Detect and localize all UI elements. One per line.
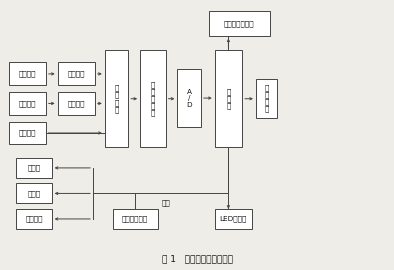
Text: 加热管: 加热管 — [28, 165, 41, 171]
FancyBboxPatch shape — [58, 62, 95, 85]
Text: 预设值存储器: 预设值存储器 — [122, 216, 148, 222]
Text: 前
置
放
大: 前 置 放 大 — [114, 85, 119, 113]
Text: 组合光源: 组合光源 — [25, 216, 43, 222]
FancyBboxPatch shape — [209, 11, 269, 36]
Text: 图 1   测控电路的组成原理: 图 1 测控电路的组成原理 — [162, 254, 232, 263]
FancyBboxPatch shape — [140, 50, 165, 147]
Text: 保护及报警电路: 保护及报警电路 — [224, 20, 255, 27]
Text: 硅光电池: 硅光电池 — [19, 130, 36, 136]
FancyBboxPatch shape — [113, 209, 158, 229]
FancyBboxPatch shape — [256, 79, 277, 117]
FancyBboxPatch shape — [9, 62, 46, 85]
FancyBboxPatch shape — [105, 50, 128, 147]
FancyBboxPatch shape — [58, 92, 95, 115]
FancyBboxPatch shape — [215, 50, 242, 147]
Text: 键
盘
控
制: 键 盘 控 制 — [264, 84, 269, 112]
Text: 对数补偿: 对数补偿 — [67, 70, 85, 77]
Text: 对数补偿: 对数补偿 — [67, 100, 85, 107]
Text: 灵
敏
度
调
节: 灵 敏 度 调 节 — [151, 81, 155, 116]
Text: LED显示器: LED显示器 — [219, 216, 247, 222]
Text: 单
片
机: 单 片 机 — [226, 88, 230, 109]
Text: 加湿管: 加湿管 — [28, 190, 41, 197]
Text: 热敏电阻: 热敏电阻 — [19, 70, 36, 77]
FancyBboxPatch shape — [17, 183, 52, 204]
FancyBboxPatch shape — [9, 92, 46, 115]
FancyBboxPatch shape — [177, 69, 201, 127]
FancyBboxPatch shape — [9, 122, 46, 144]
FancyBboxPatch shape — [17, 209, 52, 229]
Text: 比较: 比较 — [161, 199, 170, 206]
FancyBboxPatch shape — [215, 209, 252, 229]
Text: A
/
D: A / D — [186, 89, 192, 107]
Text: 湿敏元件: 湿敏元件 — [19, 100, 36, 107]
FancyBboxPatch shape — [17, 158, 52, 178]
